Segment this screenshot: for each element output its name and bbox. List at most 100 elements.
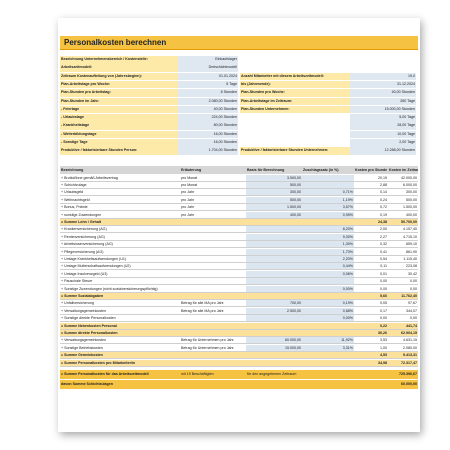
table-cell: 9,30%: [302, 233, 354, 241]
table-cell: 8,20%: [302, 226, 354, 234]
table-cell: [246, 285, 302, 293]
table-cell: 223,08: [388, 263, 418, 271]
table-cell: = Summe Sozialabgaben: [60, 292, 180, 300]
column-header: Basis für Berechnung: [246, 166, 302, 174]
table-cell: 15.000,00: [246, 344, 302, 352]
info-value: 2.080,00 Stunden: [178, 97, 238, 105]
summary-band: [60, 369, 418, 379]
table-cell: + Urlaubsgeld: [60, 189, 180, 197]
summary-note: mit 19 Beschäftigten: [181, 371, 214, 376]
table-cell: = Summe Gemeinkosten: [60, 352, 180, 360]
table-cell: pro Jahr: [180, 204, 246, 212]
table-cell: 0,00: [388, 315, 418, 323]
table-cell: 500,00: [246, 196, 302, 204]
table-cell: 0,54: [354, 255, 388, 263]
info-value: 8 Stunden: [178, 89, 238, 97]
table-cell: 861,90: [388, 248, 418, 256]
info-label: Arbeitszeitmodell:: [60, 64, 178, 72]
info-label: bis (Jahresende):: [240, 80, 350, 89]
table-cell: [180, 329, 246, 337]
table-cell: 500,00: [246, 181, 302, 189]
table-cell: [180, 322, 246, 330]
table-cell: [180, 241, 246, 249]
table-cell: [302, 352, 354, 360]
table-cell: 1.115,40: [388, 255, 418, 263]
table-cell: 0,95%: [302, 211, 354, 219]
table-cell: 0,17: [354, 307, 388, 315]
info-label: Plan-Stunden Unternehmen:: [240, 105, 350, 114]
table-cell: [180, 226, 246, 234]
table-cell: [180, 255, 246, 263]
table-cell: 0,01: [354, 270, 388, 278]
title: Personalkosten berechnen: [64, 38, 167, 47]
summary-note: für den angegebenen Zeitraum: [247, 371, 297, 376]
table-cell: 5,66: [354, 292, 388, 300]
table-cell: [302, 218, 354, 226]
table-cell: 659,10: [388, 241, 418, 249]
table-cell: 500,00: [388, 196, 418, 204]
info-value: Dreischichtmodell: [178, 64, 238, 72]
table-cell: 0,05: [354, 300, 388, 308]
table-cell: 0,06%: [302, 270, 354, 278]
table-cell: [180, 263, 246, 271]
table-cell: 0,00%: [302, 315, 354, 323]
table-cell: 0,32: [354, 241, 388, 249]
table-cell: + Sonstige direkte Personalkosten: [60, 315, 180, 323]
info-value: 16,00 Stunden: [178, 139, 238, 147]
table-cell: [180, 292, 246, 300]
table-cell: 24,38: [354, 218, 388, 226]
table-cell: [302, 181, 354, 189]
table-cell: 2.080,00: [388, 344, 418, 352]
table-cell: 0,44%: [302, 263, 354, 271]
table-cell: 30,26: [354, 329, 388, 337]
table-cell: 1,00: [354, 344, 388, 352]
info-value: 12.288,00 Stunden: [350, 147, 416, 155]
info-value: 01.01.2024: [178, 72, 238, 81]
table-cell: 1,19%: [302, 196, 354, 204]
table-cell: 3,53: [354, 337, 388, 345]
info-label: - Krankheitstage: [60, 122, 178, 130]
table-cell: + Arbeitslosenversicherung (AG): [60, 241, 180, 249]
info-value: 5 Tage: [178, 80, 238, 89]
table-cell: [246, 292, 302, 300]
column-header: Bezeichnung: [60, 166, 180, 174]
table-cell: 0,19%: [302, 300, 354, 308]
table-cell: [180, 218, 246, 226]
table-cell: Betrag für alle MA pro Jahr: [180, 300, 246, 308]
table-cell: 20,19: [354, 174, 388, 182]
table-cell: [246, 255, 302, 263]
table-cell: 441,74: [388, 322, 418, 330]
info-value: 260 Tage: [350, 97, 416, 105]
table-cell: + Schichtzulage: [60, 181, 180, 189]
info-value: 31.12.2024: [350, 80, 416, 89]
table-cell: Betrag für alle MA pro Jahr: [180, 307, 246, 315]
table-cell: = Summe Lohn / Gehalt: [60, 218, 180, 226]
table-cell: Betrag für Unternehmen pro Jahr: [180, 337, 246, 345]
table-cell: pro Jahr: [180, 189, 246, 197]
table-cell: [246, 329, 302, 337]
summary-total: 725.396,67: [399, 371, 417, 376]
info-value: 40,00 Stunden: [350, 89, 416, 97]
table-cell: 9.413,31: [388, 352, 418, 360]
table-cell: pro Jahr: [180, 211, 246, 219]
table-cell: + Verwaltungsgemeinkosten: [60, 307, 180, 315]
table-cell: [180, 315, 246, 323]
table-cell: 2,27: [354, 233, 388, 241]
table-cell: [246, 352, 302, 360]
table-cell: [246, 241, 302, 249]
table-cell: 0,68%: [302, 307, 354, 315]
table-cell: + Bruttolöhne gemäß Arbeitsvertrag: [60, 174, 180, 182]
table-cell: [302, 174, 354, 182]
table-cell: 50.700,00: [388, 218, 418, 226]
summary-band: [60, 379, 418, 389]
table-cell: 0,24: [354, 196, 388, 204]
table-cell: [302, 359, 354, 367]
table-cell: pro Monat: [180, 181, 246, 189]
table-cell: 0,00%: [302, 285, 354, 293]
table-cell: 1.500,00: [246, 204, 302, 212]
table-cell: [302, 292, 354, 300]
table-cell: = Summe Nebenkosten Personal: [60, 322, 180, 330]
info-value: 224,00 Stunden: [178, 114, 238, 122]
table-cell: 400,00: [388, 211, 418, 219]
